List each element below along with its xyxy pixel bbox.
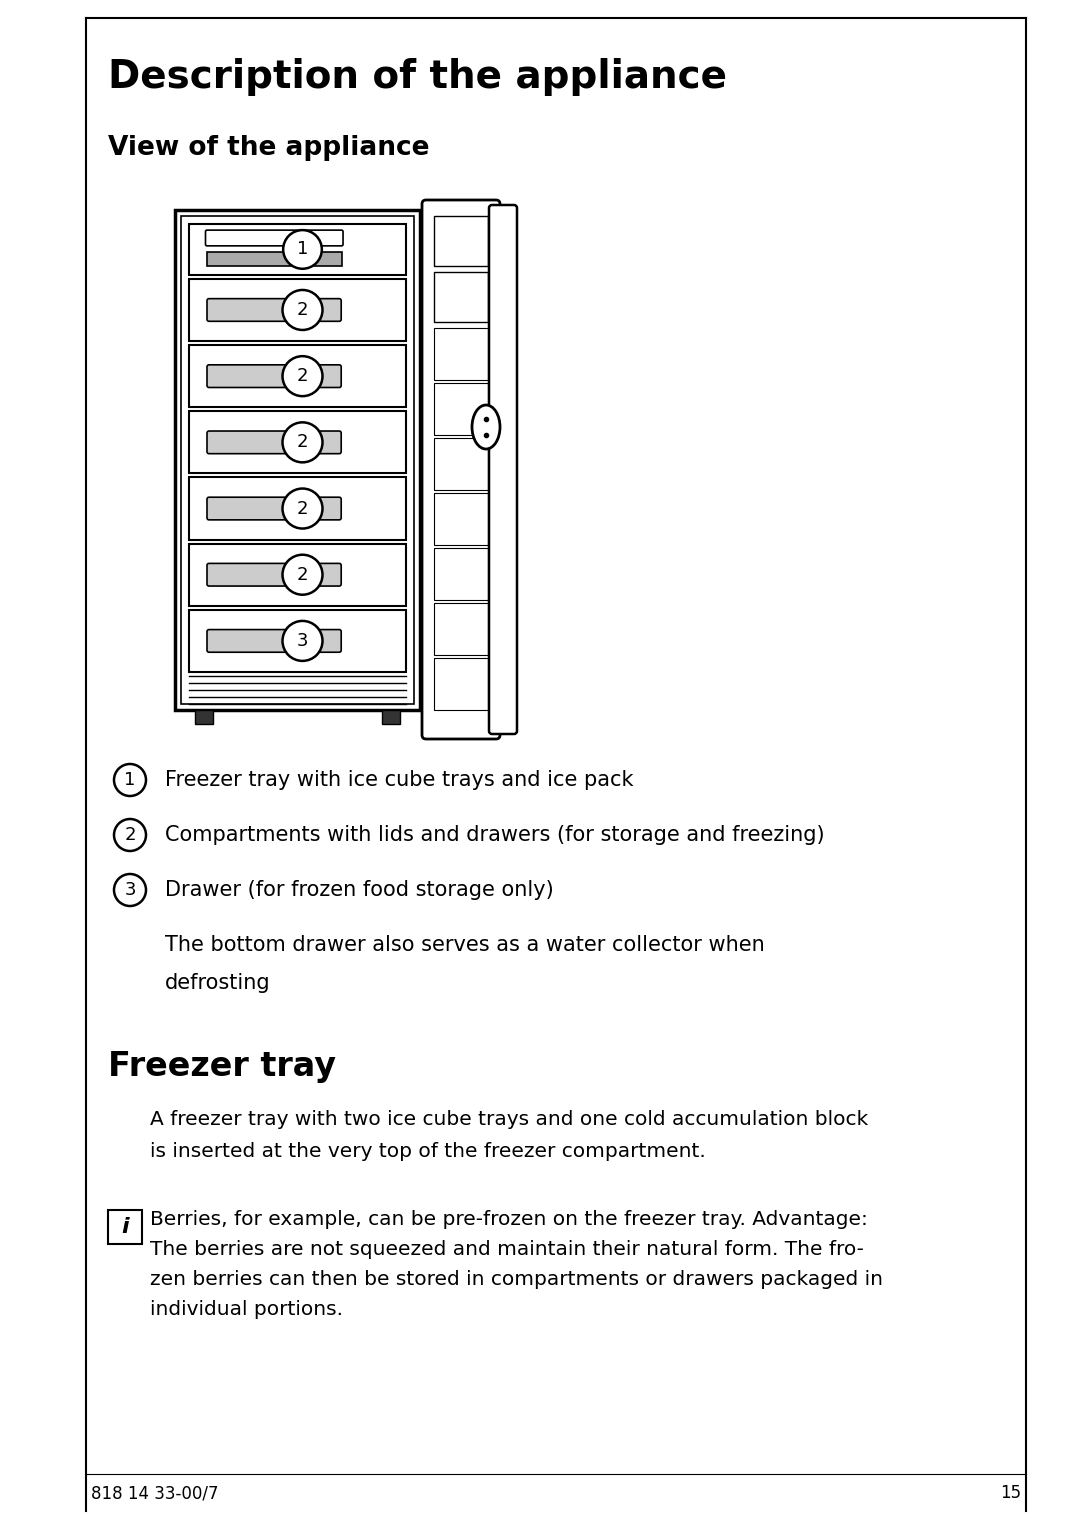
Circle shape	[283, 555, 323, 595]
Text: A freezer tray with two ice cube trays and one cold accumulation block: A freezer tray with two ice cube trays a…	[150, 1110, 868, 1128]
Bar	[189, 225, 406, 275]
Text: 1: 1	[124, 771, 136, 789]
Text: 2: 2	[297, 566, 308, 584]
Text: Drawer (for frozen food storage only): Drawer (for frozen food storage only)	[165, 881, 554, 901]
Circle shape	[114, 820, 146, 852]
Text: Freezer tray: Freezer tray	[108, 1050, 336, 1083]
Bar	[434, 272, 488, 323]
Text: 2: 2	[297, 367, 308, 385]
Text: 2: 2	[297, 433, 308, 451]
Bar	[434, 657, 488, 709]
Text: i: i	[121, 1217, 129, 1237]
Text: Compartments with lids and drawers (for storage and freezing): Compartments with lids and drawers (for …	[165, 826, 825, 846]
Text: 2: 2	[124, 826, 136, 844]
Circle shape	[283, 229, 322, 269]
Bar	[189, 346, 406, 407]
Text: 3: 3	[297, 631, 308, 650]
Text: 2: 2	[297, 301, 308, 320]
Bar	[434, 382, 488, 434]
FancyBboxPatch shape	[207, 630, 341, 653]
Bar	[189, 278, 406, 341]
Bar	[195, 709, 213, 725]
Bar	[108, 1209, 141, 1245]
FancyBboxPatch shape	[207, 497, 341, 520]
Bar	[382, 709, 400, 725]
Bar	[175, 209, 420, 709]
Bar	[189, 477, 406, 540]
Text: 1: 1	[297, 240, 308, 258]
FancyBboxPatch shape	[207, 365, 341, 387]
Circle shape	[283, 422, 323, 462]
Text: Berries, for example, can be pre-frozen on the freezer tray. Advantage:: Berries, for example, can be pre-frozen …	[150, 1209, 868, 1229]
Circle shape	[283, 356, 323, 396]
FancyBboxPatch shape	[207, 563, 341, 586]
Text: View of the appliance: View of the appliance	[108, 135, 430, 161]
Bar	[189, 411, 406, 474]
Text: 2: 2	[297, 500, 308, 517]
Circle shape	[114, 875, 146, 907]
Bar	[189, 610, 406, 673]
Bar	[189, 544, 406, 605]
Bar	[181, 216, 414, 703]
Bar	[434, 492, 488, 544]
Text: The bottom drawer also serves as a water collector when: The bottom drawer also serves as a water…	[165, 936, 765, 956]
Circle shape	[283, 291, 323, 330]
Text: 15: 15	[1000, 1485, 1021, 1501]
Circle shape	[283, 489, 323, 529]
Text: The berries are not squeezed and maintain their natural form. The fro-: The berries are not squeezed and maintai…	[150, 1240, 864, 1258]
Bar	[207, 252, 341, 266]
Ellipse shape	[472, 405, 500, 450]
FancyBboxPatch shape	[207, 298, 341, 321]
Bar	[434, 602, 488, 654]
Bar	[434, 547, 488, 599]
Text: 818 14 33-00/7: 818 14 33-00/7	[91, 1485, 218, 1501]
Bar	[434, 216, 488, 266]
Text: zen berries can then be stored in compartments or drawers packaged in: zen berries can then be stored in compar…	[150, 1271, 883, 1289]
Text: Freezer tray with ice cube trays and ice pack: Freezer tray with ice cube trays and ice…	[165, 771, 634, 790]
Bar	[434, 329, 488, 381]
Text: defrosting: defrosting	[165, 972, 271, 992]
Text: individual portions.: individual portions.	[150, 1300, 343, 1320]
Circle shape	[114, 764, 146, 797]
FancyBboxPatch shape	[207, 431, 341, 454]
Circle shape	[283, 621, 323, 661]
FancyBboxPatch shape	[489, 205, 517, 734]
Text: is inserted at the very top of the freezer compartment.: is inserted at the very top of the freez…	[150, 1142, 705, 1161]
Text: 3: 3	[124, 881, 136, 899]
FancyBboxPatch shape	[422, 200, 500, 739]
Bar	[434, 437, 488, 489]
Text: Description of the appliance: Description of the appliance	[108, 58, 727, 96]
